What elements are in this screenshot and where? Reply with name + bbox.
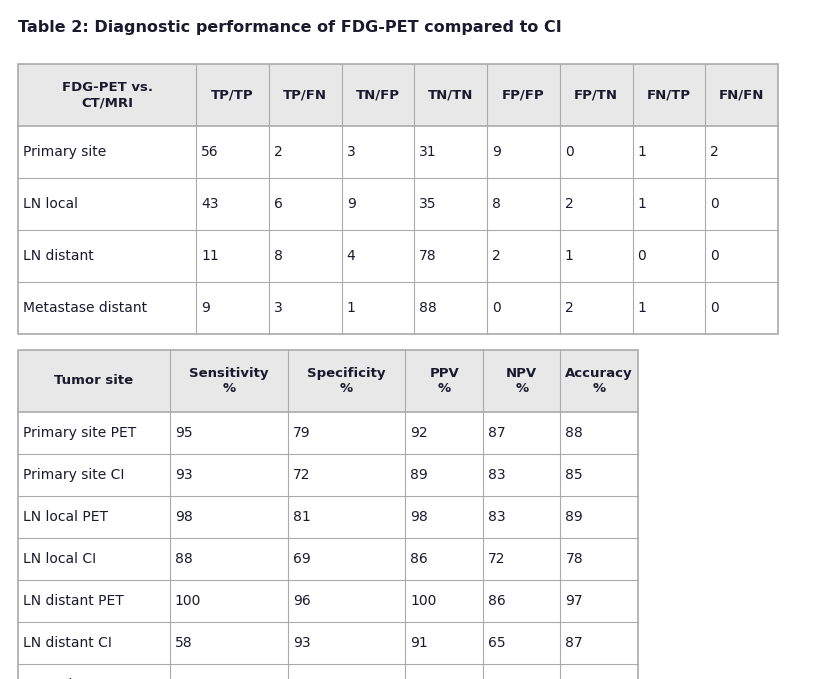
Text: 99: 99 [411,678,428,679]
Text: 83: 83 [488,510,505,524]
Text: 1: 1 [346,301,356,315]
Text: 2: 2 [710,145,719,159]
Text: 92: 92 [411,426,428,440]
Text: 78: 78 [420,249,437,263]
Text: 98: 98 [411,510,428,524]
Text: 1: 1 [638,197,646,211]
Text: 97: 97 [565,594,584,608]
Text: LN distant: LN distant [23,249,94,263]
Text: FDG-PET vs.
CT/MRI: FDG-PET vs. CT/MRI [62,81,152,109]
Bar [18,350,638,679]
Text: 43: 43 [201,197,219,211]
Text: 9: 9 [492,145,501,159]
Text: LN distant CI: LN distant CI [23,636,112,650]
Text: LN local CI: LN local CI [23,552,96,566]
Text: 1: 1 [565,249,574,263]
Text: TN/FP: TN/FP [356,88,400,101]
Text: Primary site CI: Primary site CI [23,468,124,482]
Text: 31: 31 [420,145,437,159]
Text: 9: 9 [201,301,210,315]
Text: 11: 11 [201,249,219,263]
Text: 72: 72 [293,468,310,482]
Text: TP/FN: TP/FN [283,88,328,101]
Text: 4: 4 [346,249,356,263]
Text: TN/TN: TN/TN [428,88,473,101]
Text: Table 2: Diagnostic performance of FDG-PET compared to CI: Table 2: Diagnostic performance of FDG-P… [18,20,562,35]
Text: 65: 65 [488,636,505,650]
Text: LN local PET: LN local PET [23,510,108,524]
Text: 100: 100 [175,594,202,608]
Text: 0: 0 [710,301,719,315]
Bar [18,64,778,334]
Text: 9: 9 [346,197,356,211]
Text: 86: 86 [488,594,506,608]
Text: 93: 93 [293,636,310,650]
Text: 98: 98 [175,510,193,524]
Text: 78: 78 [565,552,584,566]
Text: 88: 88 [420,301,437,315]
Text: 95: 95 [175,426,193,440]
Text: FP/TN: FP/TN [574,88,618,101]
Text: 91: 91 [411,636,428,650]
Text: 88: 88 [175,552,193,566]
Text: 56: 56 [201,145,219,159]
Text: 0: 0 [710,249,719,263]
Text: 96: 96 [293,594,310,608]
Text: 8: 8 [274,249,283,263]
Text: 0: 0 [710,197,719,211]
Text: 2: 2 [492,249,501,263]
Text: Specificity
%: Specificity % [307,367,386,395]
Text: 79: 79 [293,426,310,440]
Text: 92: 92 [175,678,193,679]
Text: 6: 6 [274,197,283,211]
Bar [18,350,638,412]
Text: 0: 0 [492,301,501,315]
Text: Metastase distant: Metastase distant [23,301,147,315]
Text: 3: 3 [274,301,282,315]
Text: 3: 3 [346,145,356,159]
Text: 35: 35 [420,197,437,211]
Text: 58: 58 [175,636,193,650]
Text: 86: 86 [488,678,506,679]
Text: 86: 86 [411,552,428,566]
Bar [18,64,778,126]
Text: 87: 87 [565,636,584,650]
Text: Primary site PET: Primary site PET [23,426,137,440]
Text: 85: 85 [565,468,584,482]
Text: 93: 93 [175,468,193,482]
Text: 98: 98 [293,678,310,679]
Text: FP/FP: FP/FP [502,88,545,101]
Text: 2: 2 [565,301,574,315]
Text: Primary site: Primary site [23,145,106,159]
Text: 81: 81 [293,510,310,524]
Text: 88: 88 [565,426,584,440]
Text: PPV
%: PPV % [430,367,459,395]
Text: 0: 0 [565,145,574,159]
Text: 0: 0 [638,249,646,263]
Text: NPV
%: NPV % [506,367,537,395]
Text: 89: 89 [565,510,584,524]
Text: 89: 89 [411,468,428,482]
Text: FN/TP: FN/TP [647,88,691,101]
Text: Accuracy
%: Accuracy % [565,367,633,395]
Text: LN local: LN local [23,197,78,211]
Text: Met. Distant PET: Met. Distant PET [23,678,138,679]
Text: TP/TP: TP/TP [212,88,253,101]
Text: 97: 97 [565,678,584,679]
Text: Sensitivity
%: Sensitivity % [189,367,268,395]
Text: 1: 1 [638,301,646,315]
Text: 2: 2 [565,197,574,211]
Text: Tumor site: Tumor site [54,375,133,388]
Text: 1: 1 [638,145,646,159]
Text: LN distant PET: LN distant PET [23,594,123,608]
Text: FN/FN: FN/FN [719,88,765,101]
Text: 100: 100 [411,594,437,608]
Text: 69: 69 [293,552,310,566]
Text: 2: 2 [274,145,282,159]
Text: 8: 8 [492,197,501,211]
Text: 72: 72 [488,552,505,566]
Text: 83: 83 [488,468,505,482]
Text: 87: 87 [488,426,505,440]
